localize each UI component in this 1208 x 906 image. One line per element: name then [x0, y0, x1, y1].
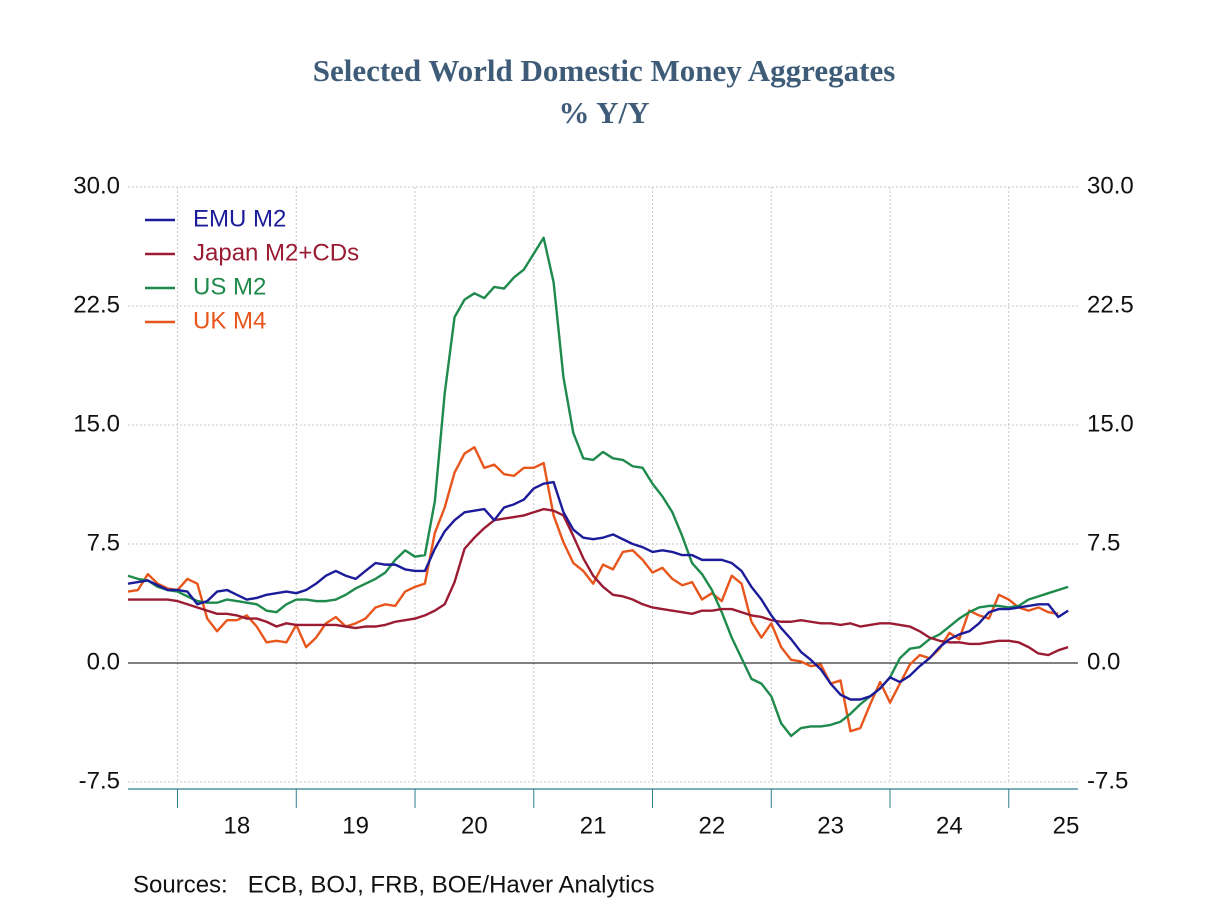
x-tick-label: 24	[936, 812, 963, 839]
legend-label: EMU M2	[193, 205, 286, 232]
y-tick-label: 15.0	[73, 410, 120, 437]
y-tick-label: 22.5	[73, 291, 120, 318]
y-tick-label: 30.0	[73, 172, 120, 199]
x-tick-label: 20	[461, 812, 488, 839]
grid	[128, 186, 1078, 808]
series-line	[127, 446, 1059, 733]
y2-tick-label: 7.5	[1087, 529, 1120, 556]
y2-tick-label: -7.5	[1087, 767, 1128, 794]
y2-tick-label: 0.0	[1087, 648, 1120, 675]
legend-label: US M2	[193, 273, 266, 300]
x-tick-label: 21	[580, 812, 607, 839]
y2-tick-label: 30.0	[1087, 172, 1134, 199]
series-line	[128, 507, 1069, 657]
x-tick-label: 23	[817, 812, 844, 839]
source-note: Sources: ECB, BOJ, FRB, BOE/Haver Analyt…	[133, 871, 655, 898]
x-tick-label: 22	[699, 812, 726, 839]
y2-tick-label: 22.5	[1087, 291, 1134, 318]
x-tick-label: 25	[1053, 812, 1080, 839]
y2-tick-label: 15.0	[1087, 410, 1134, 437]
legend-label: UK M4	[193, 307, 266, 334]
chart-title: Selected World Domestic Money Aggregates	[313, 53, 896, 88]
series-line	[127, 236, 1069, 738]
x-tick-label: 19	[342, 812, 369, 839]
y-tick-label: 0.0	[87, 648, 120, 675]
x-tick-label: 18	[224, 812, 251, 839]
chart-subtitle: % Y/Y	[559, 95, 650, 130]
series-line	[127, 480, 1069, 701]
legend-label: Japan M2+CDs	[193, 239, 359, 266]
y-tick-label: -7.5	[79, 767, 120, 794]
y-tick-label: 7.5	[87, 529, 120, 556]
